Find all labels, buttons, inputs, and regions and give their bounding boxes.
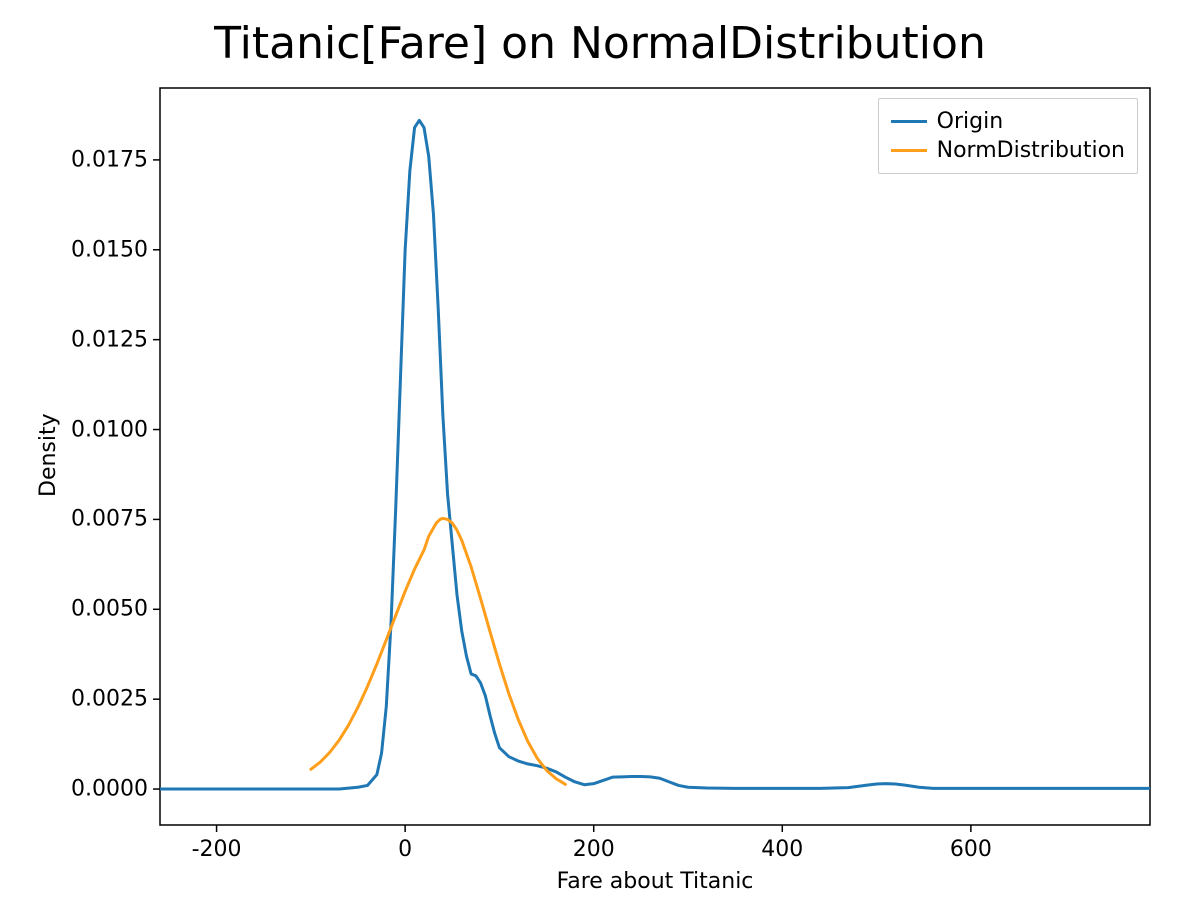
x-tick-label: -200 xyxy=(192,837,242,862)
y-tick-label: 0.0050 xyxy=(71,597,148,622)
y-tick-label: 0.0125 xyxy=(71,327,148,352)
x-tick-label: 200 xyxy=(573,837,615,862)
chart-container: Titanic[Fare] on NormalDistribution Dens… xyxy=(0,0,1200,918)
x-axis-label: Fare about Titanic xyxy=(160,869,1150,894)
y-tick-label: 0.0150 xyxy=(71,237,148,262)
legend-item: Origin xyxy=(891,107,1125,136)
y-axis-label: Density xyxy=(36,413,61,497)
series-line xyxy=(160,120,1150,789)
legend-label: NormDistribution xyxy=(937,138,1125,163)
legend-item: NormDistribution xyxy=(891,136,1125,165)
y-tick-label: 0.0100 xyxy=(71,417,148,442)
legend-swatch xyxy=(891,149,927,152)
legend-swatch xyxy=(891,120,927,123)
y-tick-label: 0.0175 xyxy=(71,147,148,172)
legend: Origin NormDistribution xyxy=(878,98,1138,174)
y-tick-label: 0.0000 xyxy=(71,777,148,802)
y-tick-label: 0.0075 xyxy=(71,507,148,532)
axis-frame xyxy=(160,88,1150,825)
x-tick-label: 400 xyxy=(761,837,803,862)
x-tick-label: 0 xyxy=(398,837,412,862)
chart-title: Titanic[Fare] on NormalDistribution xyxy=(0,18,1200,69)
y-tick-label: 0.0025 xyxy=(71,687,148,712)
x-tick-label: 600 xyxy=(950,837,992,862)
series-line xyxy=(311,518,566,784)
legend-label: Origin xyxy=(937,109,1004,134)
